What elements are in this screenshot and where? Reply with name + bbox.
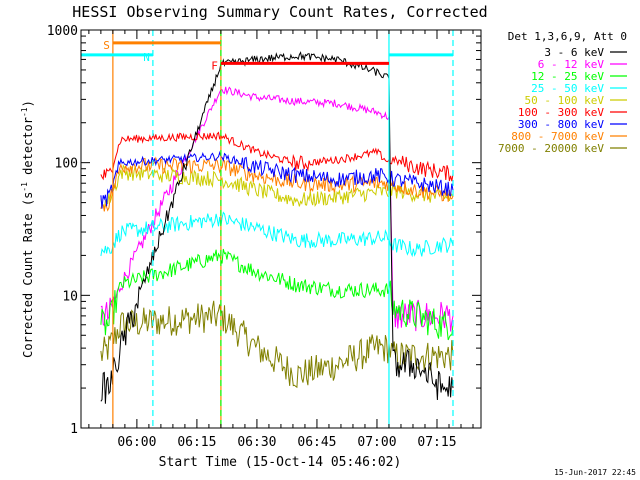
legend-entry: 6 - 12 keV [538, 58, 605, 71]
y-tick-label: 100 [55, 157, 78, 172]
series-12-25keV [100, 248, 454, 341]
series-6-12keV [100, 86, 454, 332]
chart-title: HESSI Observing Summary Count Rates, Cor… [72, 3, 487, 21]
x-axis-label: Start Time (15-Oct-14 05:46:02) [159, 455, 402, 470]
legend-entry: 300 - 800 keV [518, 118, 604, 131]
annotation-label: N [143, 51, 150, 64]
annotation-label: F [211, 59, 218, 72]
y-tick-label: 1000 [47, 24, 78, 39]
series-7000-20000keV [100, 300, 454, 389]
legend-entry: 12 - 25 keV [531, 70, 604, 83]
y-axis: 1 10 100 1000 [47, 24, 481, 437]
y-tick-label: 10 [62, 289, 78, 304]
x-tick-label: 06:45 [297, 435, 336, 450]
x-tick-label: 06:30 [237, 435, 276, 450]
x-tick-label: 06:15 [177, 435, 216, 450]
legend-entry: 800 - 7000 keV [511, 130, 604, 143]
annotation-label: S [103, 39, 110, 52]
legend-entry: 3 - 6 keV [544, 46, 604, 59]
series-800-7000keV [100, 156, 454, 212]
series-100-300keV [100, 131, 454, 182]
x-axis: 06:00 06:15 06:30 06:45 07:00 07:15 [88, 30, 474, 450]
legend-entry: 7000 - 20000 keV [498, 142, 604, 155]
footer-timestamp: 15-Jun-2017 22:45 [554, 468, 636, 477]
series-25-50keV [100, 211, 454, 258]
legend-entry: 100 - 300 keV [518, 106, 604, 119]
series-3-6keV [100, 51, 454, 404]
series-300-800keV [100, 150, 454, 209]
y-axis-label: Corrected Count Rate (s-1 detector-1) [20, 100, 35, 358]
legend-title: Det 1,3,6,9, Att 0 [508, 30, 627, 43]
plot-area: S N F [81, 30, 454, 428]
legend-entry: 25 - 50 keV [531, 82, 604, 95]
x-tick-label: 06:00 [117, 435, 156, 450]
x-tick-label: 07:15 [417, 435, 456, 450]
y-tick-label: 1 [70, 422, 78, 437]
x-tick-label: 07:00 [357, 435, 396, 450]
legend-entry: 50 - 100 keV [525, 94, 605, 107]
